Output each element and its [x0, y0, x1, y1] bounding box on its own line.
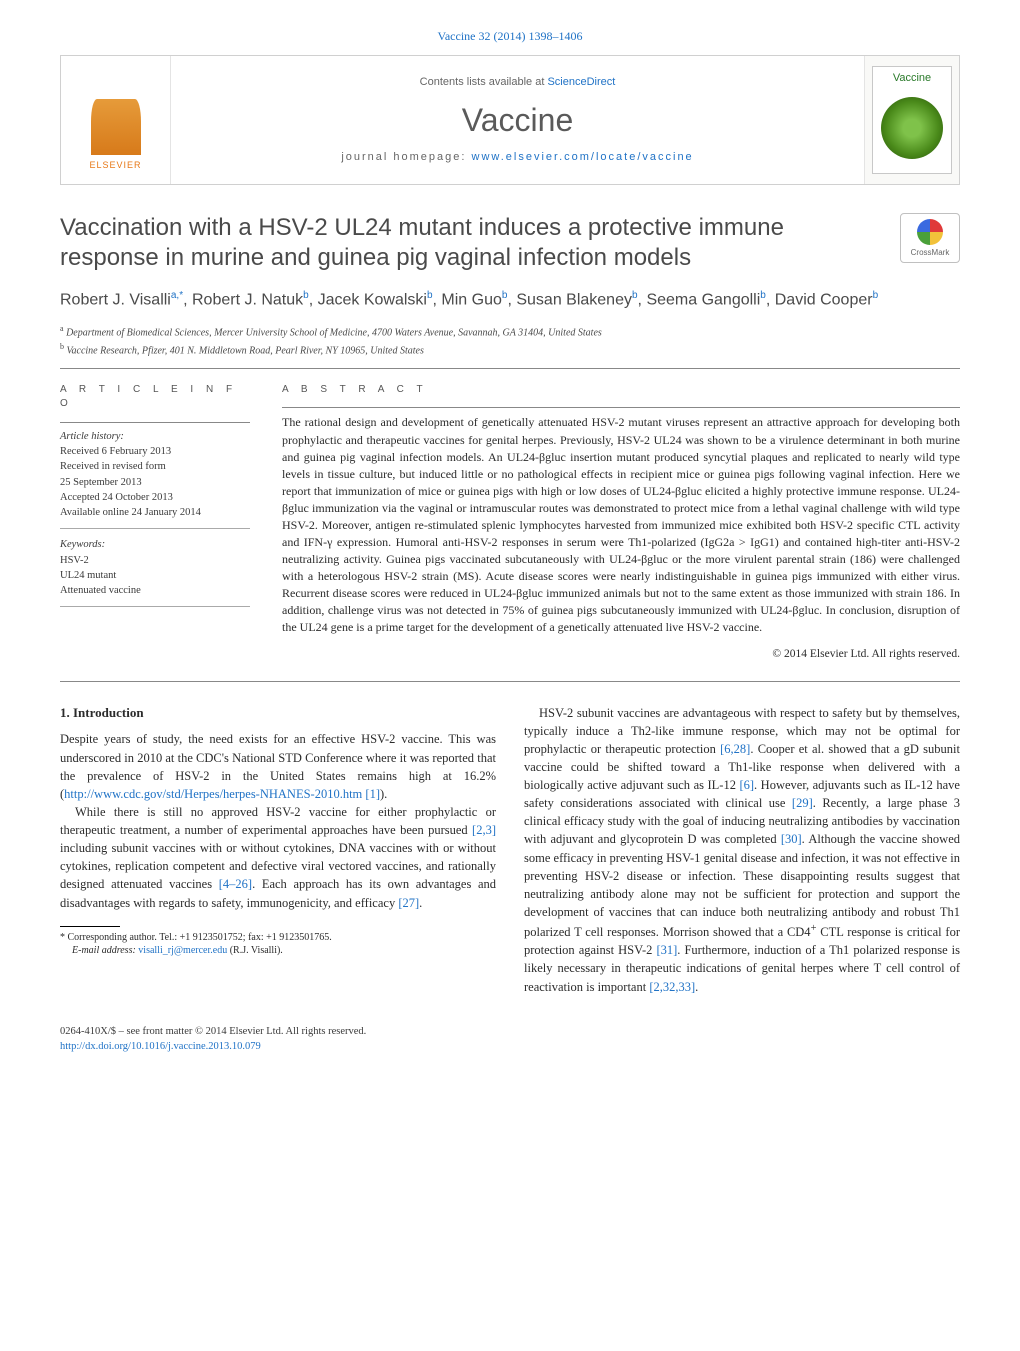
cdc-link[interactable]: http://www.cdc.gov/std/Herpes/herpes-NHA…	[64, 787, 362, 801]
journal-cover-thumb: Vaccine	[872, 66, 952, 174]
crossmark-icon	[917, 219, 943, 245]
journal-name: Vaccine	[462, 97, 573, 143]
article-info-head: A R T I C L E I N F O	[60, 383, 250, 412]
affiliations: a Department of Biomedical Sciences, Mer…	[60, 323, 960, 358]
journal-banner: ELSEVIER Contents lists available at Sci…	[60, 55, 960, 185]
doi-link[interactable]: http://dx.doi.org/10.1016/j.vaccine.2013…	[60, 1041, 261, 1052]
issn-copyright: 0264-410X/$ – see front matter © 2014 El…	[60, 1024, 960, 1039]
divider	[282, 407, 960, 408]
divider	[60, 606, 250, 607]
revised-label: Received in revised form	[60, 459, 250, 474]
keyword: UL24 mutant	[60, 568, 250, 583]
publisher-block: ELSEVIER	[61, 56, 171, 184]
crossmark-badge[interactable]: CrossMark	[900, 213, 960, 263]
citation-link[interactable]: [6]	[739, 778, 754, 792]
divider	[60, 368, 960, 369]
citation-link[interactable]: [4–26]	[219, 877, 252, 891]
citation-link[interactable]: [2,32,33]	[649, 980, 695, 994]
received-date: Received 6 February 2013	[60, 444, 250, 459]
corresponding-author-footnote: * Corresponding author. Tel.: +1 9123501…	[60, 931, 496, 958]
citation-link[interactable]: [29]	[792, 796, 813, 810]
elsevier-tree-icon	[91, 99, 141, 155]
affiliation-a: Department of Biomedical Sciences, Merce…	[66, 328, 602, 339]
divider	[60, 681, 960, 682]
abstract-text: The rational design and development of g…	[282, 414, 960, 635]
email-link[interactable]: visalli_rj@mercer.edu	[138, 945, 227, 956]
body-paragraph: While there is still no approved HSV-2 v…	[60, 803, 496, 912]
keyword: Attenuated vaccine	[60, 583, 250, 598]
article-history: Article history: Received 6 February 201…	[60, 429, 250, 520]
body-columns: 1. Introduction Despite years of study, …	[60, 704, 960, 996]
body-paragraph: Despite years of study, the need exists …	[60, 730, 496, 803]
banner-center: Contents lists available at ScienceDirec…	[171, 56, 864, 184]
keyword: HSV-2	[60, 553, 250, 568]
keywords-label: Keywords:	[60, 537, 250, 552]
cover-title: Vaccine	[893, 71, 931, 87]
contents-available-line: Contents lists available at ScienceDirec…	[420, 75, 616, 91]
email-tail: (R.J. Visalli).	[227, 945, 283, 956]
contents-label: Contents lists available at	[420, 76, 548, 88]
citation-link[interactable]: [31]	[656, 943, 677, 957]
citation-link[interactable]: [30]	[781, 832, 802, 846]
sciencedirect-link[interactable]: ScienceDirect	[547, 76, 615, 88]
citation-link[interactable]: [27]	[398, 896, 419, 910]
divider	[60, 422, 250, 423]
keywords-block: Keywords: HSV-2 UL24 mutant Attenuated v…	[60, 537, 250, 598]
journal-reference-header: Vaccine 32 (2014) 1398–1406	[60, 28, 960, 45]
citation-link[interactable]: [2,3]	[472, 823, 496, 837]
publisher-name: ELSEVIER	[89, 159, 141, 172]
abstract-head: A B S T R A C T	[282, 383, 960, 398]
author-list: Robert J. Visallia,*, Robert J. Natukb, …	[60, 289, 960, 311]
body-paragraph: HSV-2 subunit vaccines are advantageous …	[524, 704, 960, 996]
text: ).	[380, 787, 387, 801]
abstract-copyright: © 2014 Elsevier Ltd. All rights reserved…	[282, 646, 960, 663]
page-footer: 0264-410X/$ – see front matter © 2014 El…	[60, 1024, 960, 1054]
accepted-date: Accepted 24 October 2013	[60, 490, 250, 505]
footnote-rule	[60, 926, 120, 927]
crossmark-label: CrossMark	[911, 247, 950, 259]
citation-link[interactable]: [1]	[362, 787, 380, 801]
homepage-label: journal homepage:	[341, 151, 471, 163]
email-label: E-mail address:	[72, 945, 138, 956]
homepage-url[interactable]: www.elsevier.com/locate/vaccine	[472, 151, 694, 163]
cover-image-icon	[881, 97, 943, 159]
cover-block: Vaccine	[864, 56, 959, 184]
revised-date: 25 September 2013	[60, 475, 250, 490]
citation-link[interactable]: [6,28]	[720, 742, 750, 756]
online-date: Available online 24 January 2014	[60, 505, 250, 520]
section-heading: 1. Introduction	[60, 704, 496, 723]
homepage-line: journal homepage: www.elsevier.com/locat…	[341, 150, 693, 166]
divider	[60, 528, 250, 529]
history-label: Article history:	[60, 429, 250, 444]
affiliation-b: Vaccine Research, Pfizer, 401 N. Middlet…	[67, 345, 424, 356]
corresponding-tel: * Corresponding author. Tel.: +1 9123501…	[60, 931, 496, 945]
article-title: Vaccination with a HSV-2 UL24 mutant ind…	[60, 213, 884, 273]
